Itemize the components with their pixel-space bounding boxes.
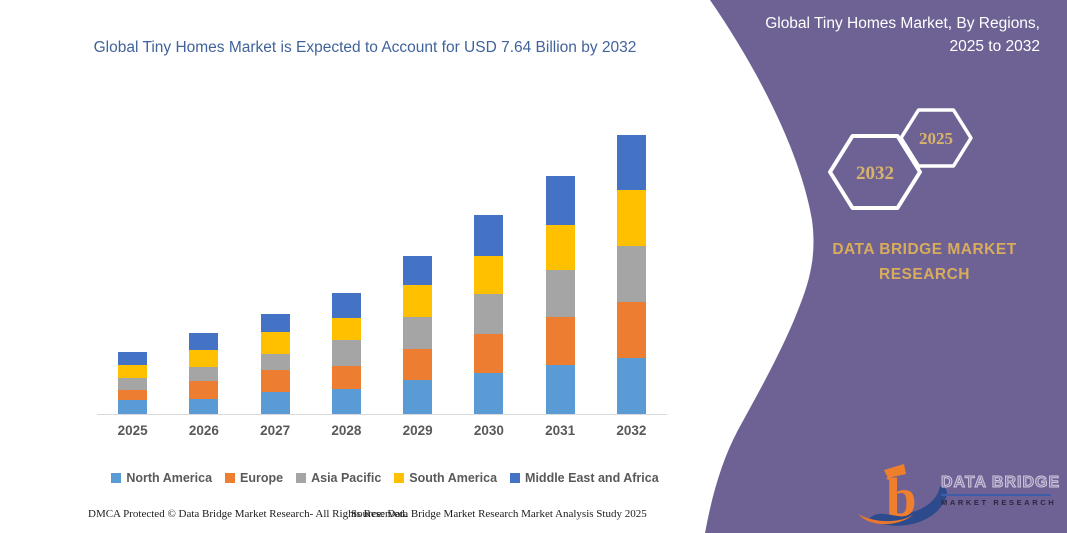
bar-stack-2032 [616,135,646,414]
segment-2026-europe [189,381,219,399]
legend-swatch-icon [225,473,236,483]
legend-label: Middle East and Africa [525,471,659,485]
bar-stack-2026 [189,333,219,414]
segment-2029-north-america [403,380,433,414]
segment-2029-asia-pacific [403,317,433,349]
segment-2028-south-america [331,318,361,340]
hexagon-2032-label: 2032 [856,163,894,184]
x-axis-label-2027: 2027 [260,423,291,438]
segment-2026-south-america [189,350,219,367]
segment-2032-north-america [616,358,646,414]
bar-stack-2029 [403,256,433,414]
legend-item-south-america: South America [394,471,497,485]
segment-2025-north-america [118,400,148,414]
legend-item-north-america: North America [111,471,212,485]
bar-column-2026 [168,130,239,414]
bar-column-2031 [525,130,596,414]
legend-swatch-icon [111,473,122,483]
segment-2030-north-america [474,373,504,414]
x-axis-label-2029: 2029 [402,423,433,438]
segment-2031-north-america [545,365,575,414]
legend-swatch-icon [510,473,521,483]
segment-2027-middle-east-and-africa [260,314,290,332]
legend-item-europe: Europe [225,471,283,485]
legend-label: South America [409,471,498,485]
purple-panel-shape [705,0,1067,533]
segment-2026-asia-pacific [189,367,219,381]
bar-stack-2025 [118,352,148,414]
segment-2029-europe [403,349,433,380]
brand-name-text: DATA BRIDGE MARKET RESEARCH [832,241,1017,283]
segment-2028-middle-east-and-africa [331,293,361,318]
bar-column-2030 [453,130,524,414]
segment-2026-north-america [189,399,219,414]
logo-line1: DATA BRIDGE [941,474,1060,496]
bar-stack-2030 [474,215,504,414]
segment-2031-asia-pacific [545,270,575,317]
segment-2028-north-america [331,389,361,414]
segment-2030-south-america [474,256,504,294]
segment-2030-middle-east-and-africa [474,215,504,256]
chart-legend: North America Europe Asia Pacific South Ame… [70,471,700,485]
x-axis-label-2030: 2030 [473,423,504,438]
bar-column-2025 [97,130,168,414]
logo-line2: MARKET RESEARCH [941,498,1057,507]
segment-2027-asia-pacific [260,354,290,370]
legend-item-asia-pacific: Asia Pacific [296,471,381,485]
x-axis-label-2032: 2032 [616,423,647,438]
segment-2029-south-america [403,285,433,317]
x-axis-label-2026: 2026 [188,423,219,438]
bar-column-2029 [382,130,453,414]
hexagon-2032 [828,134,922,210]
bar-column-2032 [596,130,667,414]
stacked-bar-plot [97,130,667,415]
segment-2032-europe [616,302,646,358]
segment-2031-south-america [545,225,575,270]
dmca-footer-text: DMCA Protected © Data Bridge Market Rese… [88,508,408,520]
bar-stack-2028 [331,293,361,414]
segment-2025-middle-east-and-africa [118,352,148,365]
bar-column-2028 [311,130,382,414]
legend-label: Europe [240,471,284,485]
source-footer-text: Source: Data Bridge Market Research Mark… [351,508,647,520]
x-axis-label-2025: 2025 [117,423,148,438]
segment-2025-europe [118,390,148,400]
segment-2031-middle-east-and-africa [545,176,575,225]
segment-2030-europe [474,334,504,373]
legend-item-middle-east-and-africa: Middle East and Africa [510,471,659,485]
segment-2031-europe [545,317,575,365]
segment-2030-asia-pacific [474,294,504,334]
panel-title: Global Tiny Homes Market, By Regions, 20… [765,15,1040,55]
segment-2025-south-america [118,365,148,378]
dbmr-logo-icon: b [858,464,948,528]
x-axis-labels: 2025 2026 2027 2028 2029 2030 2031 2032 [97,423,667,438]
segment-2027-europe [260,370,290,392]
chart-title: Global Tiny Homes Market is Expected to … [93,39,637,56]
segment-2032-south-america [616,190,646,246]
bar-stack-2031 [545,176,575,414]
legend-swatch-icon [296,473,307,483]
x-axis-label-2031: 2031 [545,423,576,438]
segment-2032-middle-east-and-africa [616,135,646,190]
legend-label: North America [126,471,213,485]
segment-2027-south-america [260,332,290,354]
segment-2027-north-america [260,392,290,414]
segment-2032-asia-pacific [616,246,646,302]
segment-2025-asia-pacific [118,378,148,390]
hexagon-2025-label: 2025 [919,129,953,148]
segment-2029-middle-east-and-africa [403,256,433,285]
legend-swatch-icon [394,473,405,483]
bar-column-2027 [240,130,311,414]
x-axis-label-2028: 2028 [331,423,362,438]
segment-2028-europe [331,366,361,389]
segment-2026-middle-east-and-africa [189,333,219,350]
legend-label: Asia Pacific [311,471,382,485]
bar-stack-2027 [260,314,290,414]
segment-2028-asia-pacific [331,340,361,366]
dbmr-logo-wordmark: DATA BRIDGE MARKET RESEARCH [941,474,1060,508]
